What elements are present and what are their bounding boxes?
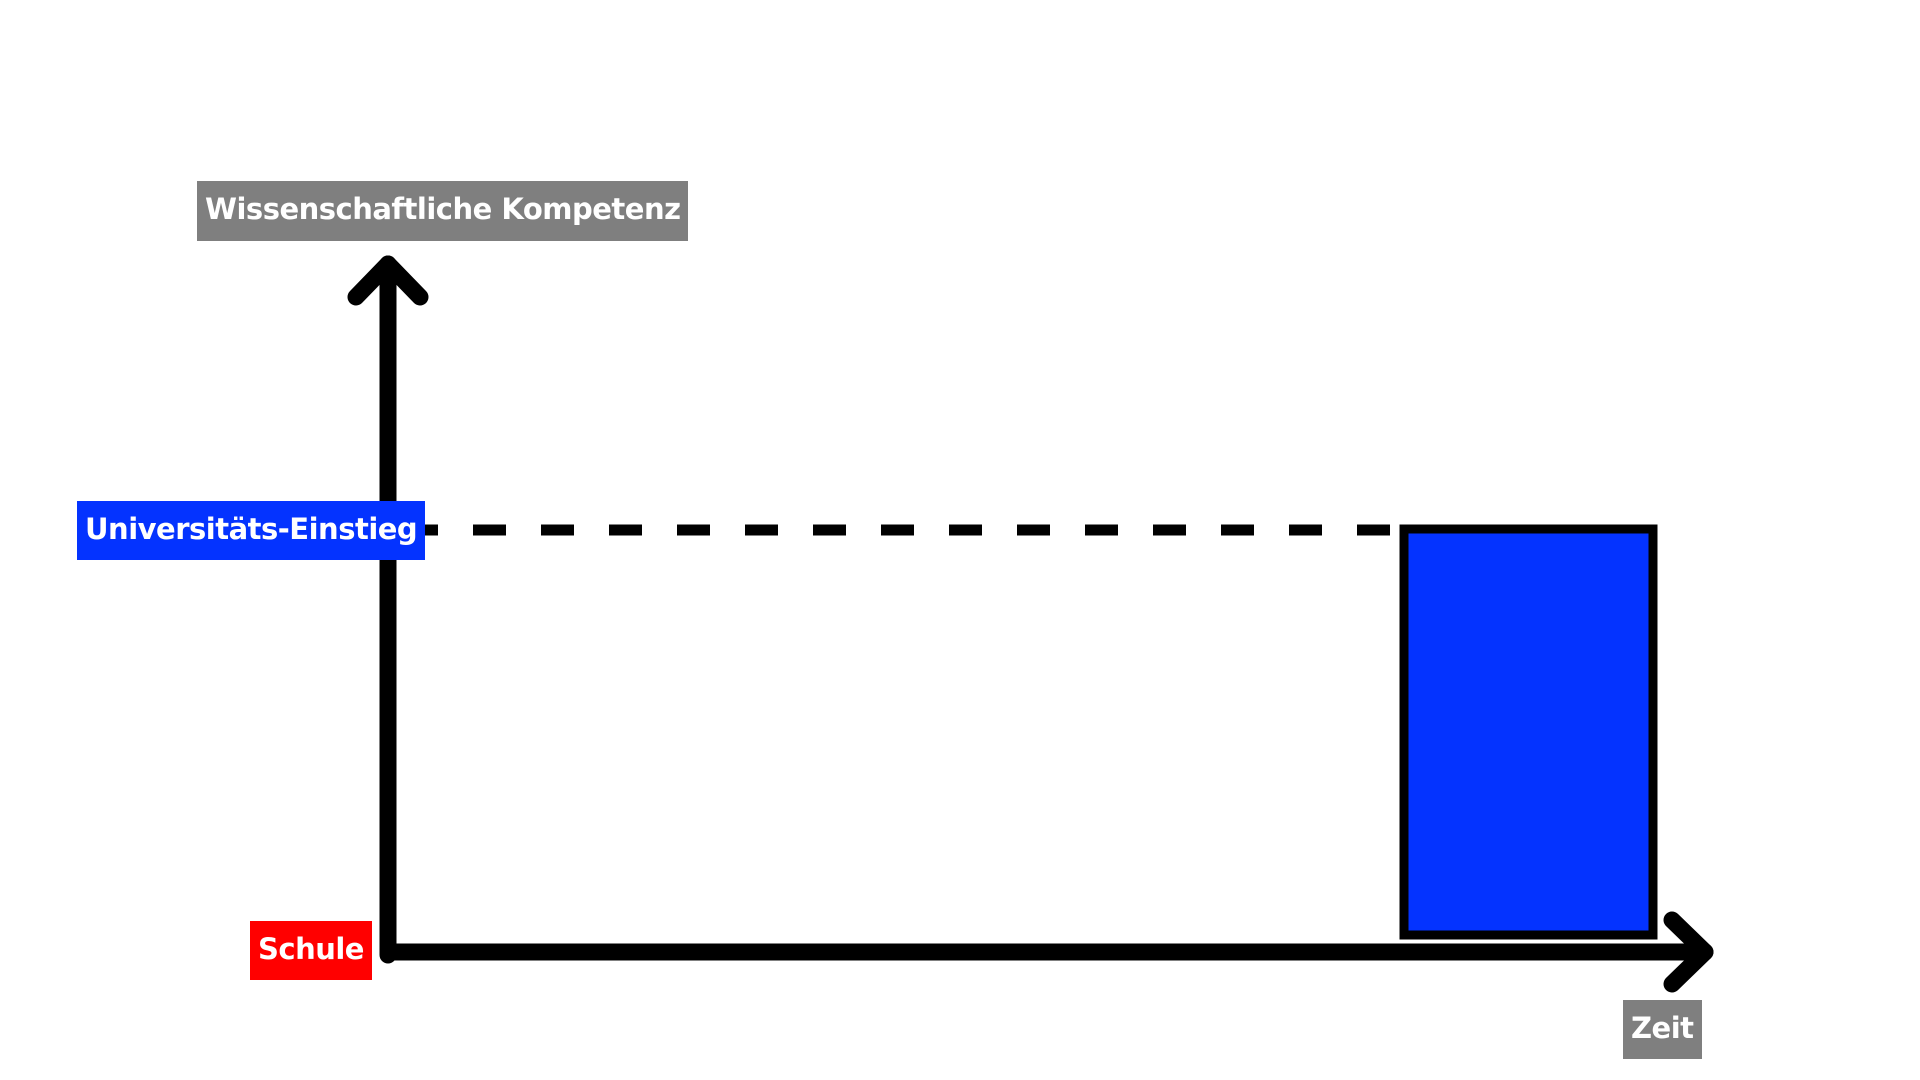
university-entry-label: Universitäts-Einstieg — [77, 501, 426, 560]
y-axis-arrowhead — [347, 255, 429, 306]
y-axis-label: Wissenschaftliche Kompetenz — [197, 181, 689, 241]
x-axis-label: Zeit — [1623, 1000, 1702, 1059]
x-axis-arrowhead — [1663, 911, 1714, 993]
university-block — [1399, 524, 1658, 940]
school-label: Schule — [250, 921, 372, 980]
